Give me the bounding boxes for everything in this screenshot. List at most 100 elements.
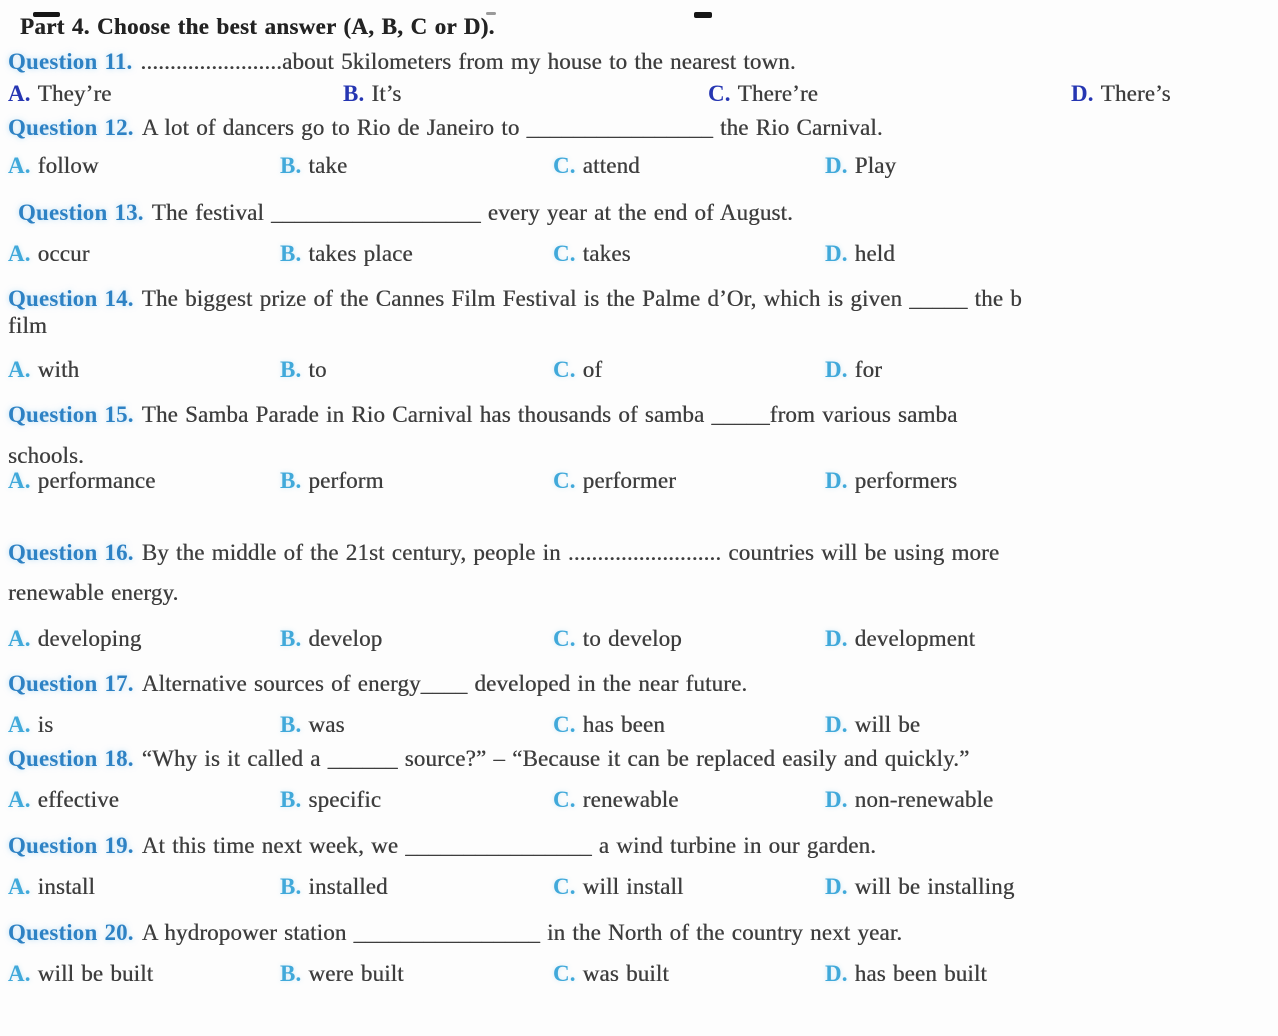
question-text-line: Question 12. A lot of dancers go to Rio d… xyxy=(8,113,1278,143)
question-block: Question 13. The festival _______________… xyxy=(8,198,1278,267)
answer-option: A. They’re xyxy=(8,81,343,107)
option-letter: D. xyxy=(825,712,848,737)
answer-options-row: A. performance B. perform C. performer D. perfo… xyxy=(8,468,1278,494)
answer-options-row: A. install B. installed C. will install D. will… xyxy=(8,874,1278,900)
option-text: non-renewable xyxy=(854,787,994,812)
option-text: for xyxy=(854,357,882,382)
answer-option: D. held xyxy=(825,241,1278,267)
option-text: of xyxy=(582,357,603,382)
answer-option: B. takes place xyxy=(280,241,553,267)
answer-option: C. attend xyxy=(553,153,825,179)
answer-option: D. will be xyxy=(825,712,1278,738)
answer-option: D. There’s xyxy=(1071,81,1278,107)
answer-option: C. has been xyxy=(553,712,825,738)
question-sentence: The Samba Parade in Rio Carnival has tho… xyxy=(141,402,958,427)
option-text: They’re xyxy=(37,81,112,106)
question-sentence: The biggest prize of the Cannes Film Fes… xyxy=(141,286,1022,311)
question-text-line: Question 13. The festival _______________… xyxy=(8,198,1278,228)
option-text: It’s xyxy=(371,81,402,106)
answer-option: A. effective xyxy=(8,787,280,813)
option-text: to develop xyxy=(582,626,682,651)
option-letter: B. xyxy=(280,961,302,986)
option-text: to xyxy=(308,357,327,382)
option-text: were built xyxy=(308,961,404,986)
option-text: performers xyxy=(854,468,958,493)
option-letter: B. xyxy=(280,787,302,812)
answer-option: D. development xyxy=(825,626,1278,652)
question-sentence: At this time next week, we _____________… xyxy=(141,833,877,858)
option-text: Play xyxy=(854,153,897,178)
option-text: install xyxy=(37,874,95,899)
question-text-line: Question 19. At this time next week, we _… xyxy=(8,831,1278,861)
option-text: effective xyxy=(37,787,120,812)
question-text-line: Question 16. By the middle of the 21st ce… xyxy=(8,538,1278,568)
question-block: Question 14. The biggest prize of the Can… xyxy=(8,284,1278,383)
answer-option: B. It’s xyxy=(343,81,708,107)
answer-option: B. perform xyxy=(280,468,553,494)
answer-option: C. There’re xyxy=(708,81,1071,107)
question-sentence: By the middle of the 21st century, peopl… xyxy=(141,540,1000,565)
option-text: installed xyxy=(308,874,388,899)
question-list: Question 11. ........................abou… xyxy=(8,47,1278,987)
question-text-line: Question 15. The Samba Parade in Rio Carn… xyxy=(8,400,1278,430)
question-block: Question 18. “Why is it called a ______ s… xyxy=(8,744,1278,813)
answer-option: A. is xyxy=(8,712,280,738)
question-text-continuation: schools. xyxy=(8,443,84,468)
option-letter: D. xyxy=(825,874,848,899)
option-text: is xyxy=(37,712,54,737)
option-letter: C. xyxy=(553,626,576,651)
answer-option: B. take xyxy=(280,153,553,179)
option-text: attend xyxy=(582,153,640,178)
option-letter: D. xyxy=(825,357,848,382)
answer-option: A. follow xyxy=(8,153,280,179)
question-text-line: Question 14. The biggest prize of the Can… xyxy=(8,284,1278,314)
question-number-label: Question 19. xyxy=(8,833,134,858)
option-text: perform xyxy=(308,468,384,493)
option-letter: B. xyxy=(280,874,302,899)
answer-option: A. with xyxy=(8,357,280,383)
answer-option: C. renewable xyxy=(553,787,825,813)
answer-option: A. performance xyxy=(8,468,280,494)
answer-options-row: A. will be built B. were built C. was built D.… xyxy=(8,961,1278,987)
option-letter: A. xyxy=(8,787,31,812)
answer-option: A. install xyxy=(8,874,280,900)
option-letter: B. xyxy=(280,626,302,651)
question-number-label: Question 18. xyxy=(8,746,134,771)
question-sentence: “Why is it called a ______ source?” – “B… xyxy=(141,746,970,771)
option-letter: C. xyxy=(553,787,576,812)
option-letter: B. xyxy=(280,357,302,382)
question-block: Question 12. A lot of dancers go to Rio d… xyxy=(8,113,1278,179)
option-text: take xyxy=(308,153,348,178)
option-text: development xyxy=(854,626,976,651)
option-text: specific xyxy=(308,787,382,812)
answer-option: B. was xyxy=(280,712,553,738)
option-letter: B. xyxy=(280,712,302,737)
question-text-line: Question 17. Alternative sources of energ… xyxy=(8,669,1278,699)
option-text: held xyxy=(854,241,895,266)
answer-option: D. non-renewable xyxy=(825,787,1278,813)
answer-option: D. performers xyxy=(825,468,1278,494)
option-letter: B. xyxy=(280,241,302,266)
answer-options-row: A. occur B. takes place C. takes D. held xyxy=(8,241,1278,267)
answer-option: A. occur xyxy=(8,241,280,267)
option-letter: A. xyxy=(8,357,31,382)
answer-option: D. will be installing xyxy=(825,874,1278,900)
option-letter: D. xyxy=(825,241,848,266)
question-sentence: A lot of dancers go to Rio de Janeiro to… xyxy=(141,115,883,140)
question-sentence: A hydropower station ________________ in… xyxy=(141,920,903,945)
option-letter: D. xyxy=(825,961,848,986)
option-letter: A. xyxy=(8,626,31,651)
answer-option: A. developing xyxy=(8,626,280,652)
question-block: Question 19. At this time next week, we _… xyxy=(8,831,1278,900)
question-sentence: The festival __________________ every ye… xyxy=(151,200,793,225)
answer-option: B. develop xyxy=(280,626,553,652)
option-letter: C. xyxy=(553,874,576,899)
answer-options-row: A. with B. to C. of D. for xyxy=(8,357,1278,383)
option-letter: C. xyxy=(553,153,576,178)
option-text: was xyxy=(308,712,345,737)
answer-option: C. takes xyxy=(553,241,825,267)
answer-option: C. performer xyxy=(553,468,825,494)
option-text: renewable xyxy=(582,787,679,812)
question-number-label: Question 17. xyxy=(8,671,134,696)
option-text: takes xyxy=(582,241,631,266)
